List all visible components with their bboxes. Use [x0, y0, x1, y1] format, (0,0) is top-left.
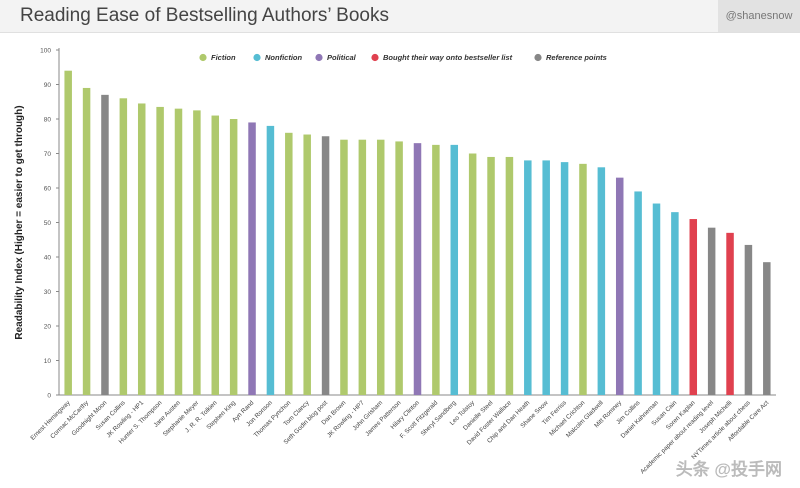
header-bar: Reading Ease of Bestselling Authors’ Boo… — [0, 0, 800, 33]
y-tick-label: 50 — [44, 220, 52, 227]
bar — [634, 191, 642, 395]
bar — [432, 144, 440, 395]
bar — [505, 156, 514, 395]
bar — [229, 119, 238, 395]
bar — [726, 232, 734, 395]
legend-label: Nonfiction — [265, 53, 302, 62]
bar — [524, 160, 532, 395]
bar — [652, 203, 661, 395]
bar — [211, 115, 220, 396]
y-tick-label: 90 — [44, 82, 52, 89]
bar — [156, 106, 164, 396]
bar — [358, 139, 367, 395]
bar — [763, 262, 771, 395]
bar — [82, 87, 91, 395]
y-axis-title: Readability Index (Higher = easier to ge… — [14, 105, 25, 339]
bar — [597, 167, 606, 395]
bar — [450, 144, 459, 395]
bar — [468, 153, 477, 395]
legend-label: Reference points — [546, 53, 607, 62]
bar — [689, 219, 698, 395]
bar — [671, 212, 679, 395]
bar — [303, 134, 311, 395]
y-tick-label: 30 — [44, 289, 52, 296]
bar — [101, 94, 109, 395]
y-tick-label: 60 — [44, 186, 52, 193]
legend-label: Bought their way onto bestseller list — [383, 53, 513, 62]
y-tick-label: 20 — [44, 324, 52, 331]
bar — [193, 110, 201, 395]
legend-marker — [199, 53, 207, 62]
legend-marker — [534, 53, 542, 62]
bar — [174, 108, 183, 396]
bar — [560, 162, 569, 395]
bar — [266, 125, 275, 396]
bar — [321, 136, 330, 395]
bar — [615, 177, 624, 395]
y-tick-label: 40 — [44, 255, 52, 262]
bar — [376, 139, 385, 395]
y-tick-label: 70 — [44, 151, 52, 158]
legend-marker — [253, 53, 261, 62]
legend-marker — [315, 53, 323, 62]
legend-label: Fiction — [211, 53, 236, 62]
bar — [248, 122, 256, 395]
bar — [340, 139, 348, 395]
bar — [137, 103, 146, 395]
legend-marker — [371, 53, 379, 62]
bar — [744, 244, 753, 395]
bar — [64, 70, 72, 395]
bar — [542, 160, 550, 395]
legend-label: Political — [327, 53, 357, 62]
bar — [285, 132, 293, 396]
y-tick-label: 80 — [44, 117, 52, 124]
bar — [487, 156, 495, 395]
y-tick-label: 10 — [44, 358, 52, 365]
watermark: 头条 @投手网 — [675, 460, 782, 479]
y-tick-label: 100 — [40, 48, 51, 55]
bar — [395, 141, 403, 395]
chart-title: Reading Ease of Bestselling Authors’ Boo… — [20, 5, 389, 26]
bar — [707, 227, 716, 395]
author-handle[interactable]: @shanesnow — [718, 0, 800, 32]
y-tick-label: 0 — [47, 393, 51, 400]
bar — [119, 98, 128, 396]
bar — [413, 143, 422, 395]
bar — [579, 163, 587, 395]
